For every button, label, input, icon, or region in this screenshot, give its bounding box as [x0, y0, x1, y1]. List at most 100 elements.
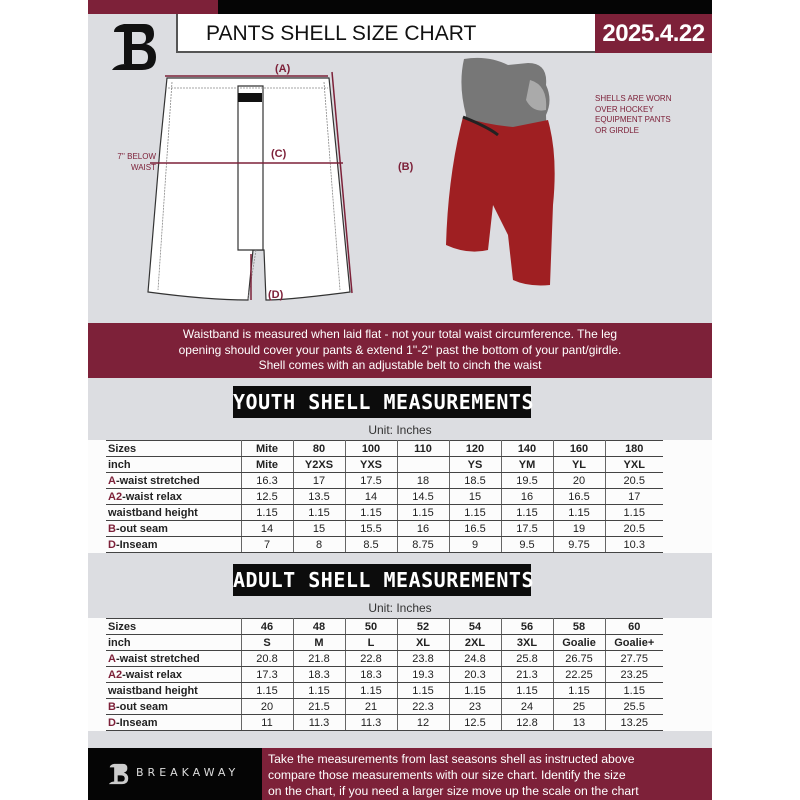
table-cell: 9.5: [501, 536, 554, 553]
table-cell: 1.15: [397, 682, 450, 699]
measure-code: A: [108, 652, 116, 665]
table-cell: 15: [293, 520, 346, 537]
table-cell: 17.5: [501, 520, 554, 537]
table-cell: 23: [449, 698, 502, 715]
table-cell: 21: [345, 698, 398, 715]
table-cell: 23.8: [397, 650, 450, 667]
table-cell: 15: [449, 488, 502, 505]
row-label: inch: [106, 456, 242, 473]
adult-unit-label: Unit: Inches: [368, 601, 432, 615]
label-c: (C): [271, 148, 287, 160]
row-label: A2-waist relax: [106, 488, 242, 505]
table-cell: 13.25: [605, 714, 663, 731]
table-cell: YXS: [345, 456, 398, 473]
table-cell: 140: [501, 440, 554, 457]
row-label: A-waist stretched: [106, 472, 242, 489]
adult-section-title: ADULT SHELL MEASUREMENTS: [233, 564, 533, 596]
measure-code: B: [108, 700, 116, 713]
table-cell: 19: [553, 520, 606, 537]
date-badge: 2025.4.22: [595, 14, 712, 53]
table-cell: 16: [501, 488, 554, 505]
adult-table-wrap: Sizes 46 48 50 52 54 56 58 60 inch S M L XL 2XL 3XL Goal…: [88, 618, 712, 731]
measure-code: A2: [108, 490, 123, 503]
table-cell: 1.15: [241, 504, 294, 521]
row-label: B-out seam: [106, 520, 242, 537]
row-label: inch: [106, 634, 242, 651]
row-label: Sizes: [106, 618, 242, 635]
row-label: D-Inseam: [106, 714, 242, 731]
table-cell: 1.15: [605, 504, 663, 521]
table-cell: 19.3: [397, 666, 450, 683]
measure-name: Sizes: [108, 442, 137, 455]
table-cell: 24: [501, 698, 554, 715]
note-line: WAIST: [130, 163, 156, 172]
measure-name: -waist stretched: [115, 474, 200, 487]
table-cell: 13: [553, 714, 606, 731]
measure-name: inch: [108, 636, 131, 649]
table-row: A-waist stretched 16.3 17 17.5 18 18.5 19.5 20 2…: [106, 472, 663, 489]
table-cell: 12: [397, 714, 450, 731]
note-line: 7'' BELOW: [117, 152, 156, 161]
table-cell: 80: [293, 440, 346, 457]
table-cell: 46: [241, 618, 294, 635]
table-cell: 20: [553, 472, 606, 489]
table-cell: Mite: [241, 456, 294, 473]
hockey-pants-photo: [446, 57, 555, 286]
table-cell: 2XL: [449, 634, 502, 651]
size-chart-page: PANTS SHELL SIZE CHART 2025.4.22 (A) (C)…: [88, 0, 712, 800]
table-row: Sizes Mite 80 100 110 120 140 160 180: [106, 440, 663, 457]
table-cell: 15.5: [345, 520, 398, 537]
table-cell: 52: [397, 618, 450, 635]
table-row: D-Inseam 7 8 8.5 8.75 9 9.5 9.75 10.3: [106, 536, 663, 553]
table-cell: 20.8: [241, 650, 294, 667]
measure-name: -waist relax: [122, 668, 182, 681]
table-cell: 22.3: [397, 698, 450, 715]
table-row: B-out seam 14 15 15.5 16 16.5 17.5 19 20.5: [106, 520, 663, 537]
label-d: (D): [268, 289, 284, 301]
table-cell: 25.5: [605, 698, 663, 715]
measurement-instructions-banner: Waistband is measured when laid flat - n…: [88, 323, 712, 378]
measure-code: D: [108, 538, 116, 551]
table-row: A2-waist relax 12.5 13.5 14 14.5 15 16 16.5 17: [106, 488, 663, 505]
row-label: waistband height: [106, 504, 242, 521]
below-waist-note: 7'' BELOW WAIST: [88, 151, 156, 173]
table-cell: 25.8: [501, 650, 554, 667]
table-cell: 21.8: [293, 650, 346, 667]
table-cell: 120: [449, 440, 502, 457]
table-cell: 110: [397, 440, 450, 457]
row-label: waistband height: [106, 682, 242, 699]
measure-name: -waist relax: [122, 490, 182, 503]
table-cell: 9.75: [553, 536, 606, 553]
measure-code: A: [108, 474, 116, 487]
table-cell: Goalie: [553, 634, 606, 651]
row-label: A2-waist relax: [106, 666, 242, 683]
note-line: EQUIPMENT PANTS: [595, 115, 671, 124]
banner-line: Waistband is measured when laid flat - n…: [182, 327, 618, 341]
table-cell: 1.15: [449, 504, 502, 521]
table-row: waistband height 1.15 1.15 1.15 1.15 1.15 1.15…: [106, 504, 663, 521]
table-cell: 1.15: [501, 682, 554, 699]
table-row: inch Mite Y2XS YXS YS YM YL YXL: [106, 456, 663, 473]
table-cell: 19.5: [501, 472, 554, 489]
measure-code: A2: [108, 668, 123, 681]
table-cell: 17.3: [241, 666, 294, 683]
table-cell: 9: [449, 536, 502, 553]
table-cell: 20.5: [605, 520, 663, 537]
table-cell: 23.25: [605, 666, 663, 683]
table-cell: 1.15: [449, 682, 502, 699]
table-cell: 12.8: [501, 714, 554, 731]
table-cell: 16.5: [449, 520, 502, 537]
table-cell: YS: [449, 456, 502, 473]
shorts-diagram: (A) (C) (B) (D): [147, 63, 414, 301]
top-bar-accent: [88, 0, 218, 14]
table-cell: M: [293, 634, 346, 651]
measure-name: -Inseam: [115, 716, 158, 729]
measure-name: -out seam: [115, 700, 168, 713]
table-cell: 3XL: [501, 634, 554, 651]
measure-name: -out seam: [115, 522, 168, 535]
footer-instructions: Take the measurements from last seasons …: [262, 748, 712, 800]
note-line: OR GIRDLE: [595, 125, 640, 135]
table-cell: YM: [501, 456, 554, 473]
table-cell: 14: [241, 520, 294, 537]
measure-name: -Inseam: [115, 538, 158, 551]
